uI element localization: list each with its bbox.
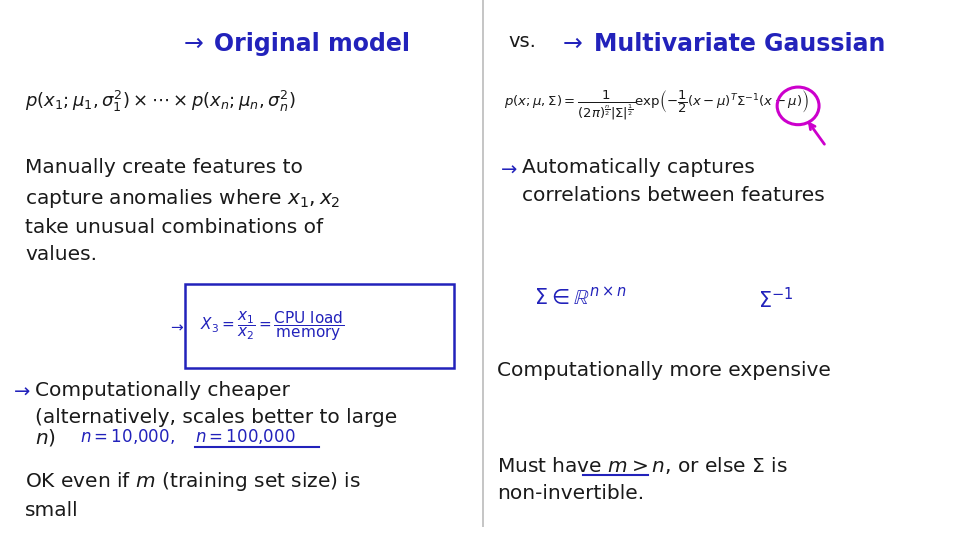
Text: Original model: Original model	[215, 31, 410, 55]
Text: $\Sigma^{-1}$: $\Sigma^{-1}$	[758, 287, 794, 312]
Text: $\rightarrow$: $\rightarrow$	[167, 319, 185, 334]
Text: Computationally cheaper
(alternatively, scales better to large: Computationally cheaper (alternatively, …	[35, 381, 397, 427]
Text: Must have $m > n$, or else $\Sigma$ is
non-invertible.: Must have $m > n$, or else $\Sigma$ is n…	[497, 455, 788, 504]
Text: $\rightarrow$: $\rightarrow$	[178, 31, 209, 55]
Bar	[185, 284, 454, 368]
Text: vs.: vs.	[509, 31, 536, 51]
Text: $n{=}10{,}000,$: $n{=}10{,}000,$	[79, 427, 174, 447]
Text: Computationally more expensive: Computationally more expensive	[497, 361, 831, 380]
Text: $p(x;\mu,\Sigma) = \dfrac{1}{(2\pi)^{\frac{n}{2}}|\Sigma|^{\frac{1}{2}}} \exp\!\: $p(x;\mu,\Sigma) = \dfrac{1}{(2\pi)^{\fr…	[503, 89, 809, 122]
Text: $n$): $n$)	[35, 427, 56, 448]
Text: Automatically captures
correlations between features: Automatically captures correlations betw…	[522, 158, 825, 205]
Text: Manually create features to
capture anomalies where $x_1, x_2$
take unusual comb: Manually create features to capture anom…	[25, 158, 341, 264]
Text: Multivariate Gaussian: Multivariate Gaussian	[593, 31, 885, 55]
Text: $\Sigma \in \mathbb{R}^{n\times n}$: $\Sigma \in \mathbb{R}^{n\times n}$	[533, 287, 626, 310]
Text: $\rightarrow$: $\rightarrow$	[558, 31, 589, 55]
Text: OK even if $m$ (training set size) is
small: OK even if $m$ (training set size) is sm…	[25, 470, 361, 520]
Text: $n{=}100{,}000$: $n{=}100{,}000$	[195, 427, 295, 447]
Text: $\rightarrow$: $\rightarrow$	[497, 158, 518, 177]
Text: $\rightarrow$: $\rightarrow$	[10, 381, 31, 400]
Text: $X_3 = \dfrac{x_1}{x_2} = \dfrac{\mathrm{CPU\ load}}{\mathrm{memory}}$: $X_3 = \dfrac{x_1}{x_2} = \dfrac{\mathrm…	[199, 310, 344, 343]
Text: $p(x_1;\mu_1,\sigma_1^2) \times \cdots \times p(x_n;\mu_n,\sigma_n^2)$: $p(x_1;\mu_1,\sigma_1^2) \times \cdots \…	[25, 89, 296, 114]
